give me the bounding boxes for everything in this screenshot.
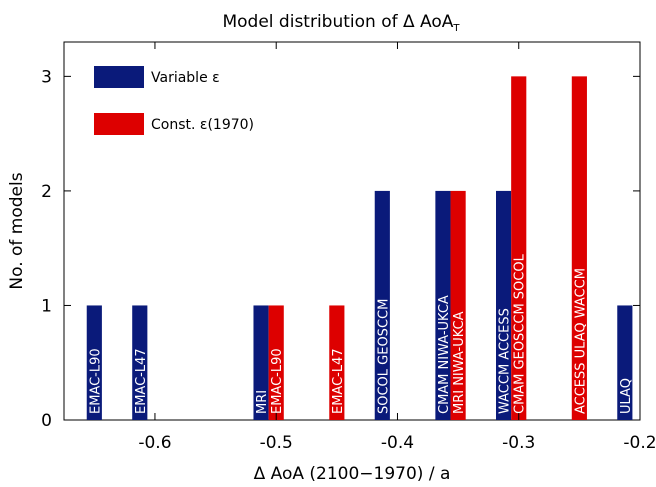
chart-title: Model distribution of Δ AoAT [222, 12, 460, 34]
y-tick-label: 2 [41, 182, 52, 202]
bar-label: EMAC-L90 [270, 348, 285, 414]
y-axis-label: No. of models [7, 172, 27, 289]
y-tick-label: 3 [41, 67, 52, 87]
x-tick-label: -0.3 [502, 433, 535, 453]
bar-variable [253, 305, 269, 420]
legend-swatch-constant [94, 113, 144, 135]
ticks-group: -0.6 -0.5 -0.4 -0.3 -0.2 0 1 2 3 [41, 42, 656, 453]
chart-title-subscript: T [452, 23, 460, 34]
y-tick-label: 0 [41, 411, 52, 431]
bar-constant [268, 305, 284, 420]
legend-label-variable: Variable ε [151, 70, 220, 86]
bar-label: ACCESS ULAQ WACCM [573, 268, 588, 414]
legend-label-constant: Const. ε(1970) [151, 117, 254, 133]
bar-label: EMAC-L90 [88, 348, 103, 414]
y-tick-label: 1 [41, 296, 52, 316]
bar-label: CMAM NIWA-UKCA [437, 295, 452, 414]
bar-label: SOCOL GEOSCCM [376, 299, 391, 414]
bar-constant [511, 76, 527, 420]
bar-label: MRI [255, 390, 270, 414]
legend: Variable ε Const. ε(1970) [94, 66, 254, 135]
bar-label: EMAC-L47 [134, 348, 149, 414]
bar-constant [329, 305, 345, 420]
bar-variable [132, 305, 148, 420]
bar-label: CMAM GEOSCCM SOCOL [513, 253, 528, 414]
bar-constant [450, 190, 466, 420]
bar-label: WACCM ACCESS [498, 308, 513, 414]
bar-label: MRI NIWA-UKCA [452, 311, 467, 414]
x-tick-label: -0.2 [623, 433, 656, 453]
x-tick-label: -0.4 [381, 433, 414, 453]
plot-frame [63, 41, 641, 421]
bar-variable [435, 190, 451, 420]
legend-swatch-variable [94, 66, 144, 88]
bar-variable [86, 305, 102, 420]
x-tick-label: -0.6 [138, 433, 171, 453]
x-axis-label: Δ AoA (2100−1970) / a [254, 464, 451, 484]
bar-variable [374, 190, 390, 420]
bar-constant [571, 76, 587, 420]
x-tick-label: -0.5 [260, 433, 293, 453]
bar-variable [617, 305, 633, 420]
bars-group: EMAC-L90 EMAC-L47 MRI SOCOL GEOSCCM CMAM NIW… [86, 76, 634, 420]
bar-variable [496, 190, 512, 420]
bar-label: EMAC-L47 [331, 348, 346, 414]
chart-title-main: Model distribution of Δ AoA [222, 12, 453, 32]
bar-label: ULAQ [619, 378, 634, 414]
